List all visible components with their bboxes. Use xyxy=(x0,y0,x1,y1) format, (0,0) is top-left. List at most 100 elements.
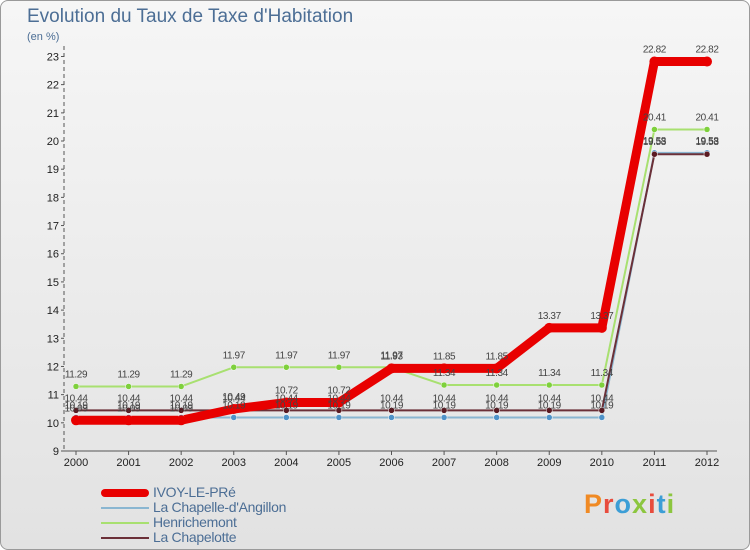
brand-letter: i xyxy=(648,489,657,519)
x-tick-label: 2004 xyxy=(274,457,298,469)
x-tick-label: 2012 xyxy=(695,457,719,469)
brand-letter: x xyxy=(632,489,649,519)
data-point xyxy=(546,381,553,389)
chart-axes: 9 10 11 12 13 14 15 16 17 18 19 20 21 22 23 2000 2001 200… xyxy=(47,46,719,469)
y-tick-label: 13 xyxy=(47,333,59,345)
brand-letter: o xyxy=(614,489,633,519)
y-tick-label: 11 xyxy=(48,390,59,402)
x-tick-label: 2008 xyxy=(484,457,508,469)
data-label: 10.44 xyxy=(222,393,246,404)
y-tick-label: 17 xyxy=(47,221,59,233)
data-label: 11.97 xyxy=(328,350,351,361)
legend-label: La Chapelle-d'Angillon xyxy=(153,499,287,515)
data-label: 10.19 xyxy=(590,400,614,411)
data-label: 11.97 xyxy=(223,350,246,361)
data-point xyxy=(598,407,606,414)
brand-letter: i xyxy=(666,489,676,519)
data-point xyxy=(440,407,448,414)
data-label: 10.44 xyxy=(590,393,614,404)
y-tick-label: 20 xyxy=(47,136,59,148)
data-point xyxy=(702,56,712,67)
legend-swatch xyxy=(101,489,149,497)
data-label: 20.41 xyxy=(695,112,719,123)
x-tick-label: 2005 xyxy=(327,457,351,469)
data-label: 10.19 xyxy=(327,400,351,411)
data-point xyxy=(230,364,237,371)
data-point xyxy=(440,381,448,389)
data-point xyxy=(651,126,658,133)
data-label: 10.19 xyxy=(485,400,509,411)
data-point xyxy=(703,150,711,158)
data-point xyxy=(649,56,660,67)
brand-logo: Proxiti xyxy=(584,489,675,520)
x-tick-label: 2000 xyxy=(64,457,88,469)
data-label: 11.34 xyxy=(433,368,456,379)
data-label: 10.19 xyxy=(222,400,246,411)
data-point xyxy=(177,407,185,414)
x-tick-label: 2006 xyxy=(379,457,403,469)
data-label: 19.58 xyxy=(643,136,667,147)
data-point xyxy=(493,414,500,421)
data-label: 10.72 xyxy=(275,386,299,397)
brand-letter: t xyxy=(656,489,667,519)
data-point xyxy=(72,383,80,390)
data-label: 11.34 xyxy=(591,368,614,379)
data-label: 10.44 xyxy=(117,393,141,404)
y-tick-label: 14 xyxy=(47,305,59,317)
data-point xyxy=(596,322,607,333)
data-point xyxy=(493,407,500,414)
data-label: 13.37 xyxy=(590,311,614,322)
data-label: 10.19 xyxy=(117,400,141,411)
legend-swatch xyxy=(101,522,149,524)
data-label: 11.97 xyxy=(275,350,298,361)
y-tick-label: 9 xyxy=(53,446,59,458)
data-point xyxy=(335,414,343,421)
data-label: 11.34 xyxy=(486,368,509,379)
data-label: 13.37 xyxy=(538,311,562,322)
x-tick-label: 2009 xyxy=(537,457,561,469)
data-point xyxy=(228,404,239,415)
chart-data-labels: 10.09 10.09 10.09 10.49 10.72 10.72 11.93 11.85… xyxy=(64,45,719,415)
data-label: 10.44 xyxy=(275,393,299,404)
legend-swatch xyxy=(101,537,149,539)
data-label: 10.44 xyxy=(485,393,509,404)
data-point xyxy=(71,415,81,426)
y-tick-label: 10 xyxy=(47,418,59,430)
data-point xyxy=(388,414,395,421)
y-tick-label: 21 xyxy=(47,108,59,120)
data-point xyxy=(386,363,397,374)
data-label: 10.72 xyxy=(327,386,351,397)
data-point xyxy=(491,363,502,374)
data-label: 11.85 xyxy=(433,351,456,362)
data-point xyxy=(123,415,134,426)
brand-letter: r xyxy=(603,489,615,519)
y-tick-label: 22 xyxy=(47,80,59,92)
data-label: 10.19 xyxy=(538,400,562,411)
x-tick-label: 2002 xyxy=(169,457,193,469)
x-tick-label: 2010 xyxy=(590,457,614,469)
data-label: 19.53 xyxy=(695,137,719,148)
y-tick-label: 15 xyxy=(47,277,59,289)
data-label: 11.34 xyxy=(538,368,561,379)
data-point xyxy=(333,397,344,408)
data-label: 10.19 xyxy=(64,400,88,411)
data-label: 10.19 xyxy=(380,400,404,411)
data-label: 11.97 xyxy=(380,350,403,361)
data-point xyxy=(598,381,606,389)
chart-subtitle: (en %) xyxy=(27,31,60,43)
legend-label: IVOY-LE-PRé xyxy=(153,484,236,500)
chart-title: Evolution du Taux de Taxe d'Habitation xyxy=(27,6,354,27)
data-label: 10.44 xyxy=(380,393,404,404)
data-point xyxy=(230,414,237,421)
data-label: 11.29 xyxy=(117,369,140,380)
data-point xyxy=(439,363,450,374)
data-point xyxy=(125,383,132,390)
data-label: 10.09 xyxy=(117,403,141,414)
data-point xyxy=(544,322,555,333)
data-point xyxy=(440,414,448,421)
chart-markers xyxy=(71,56,712,426)
data-point xyxy=(598,414,606,421)
y-tick-label: 16 xyxy=(47,249,59,261)
